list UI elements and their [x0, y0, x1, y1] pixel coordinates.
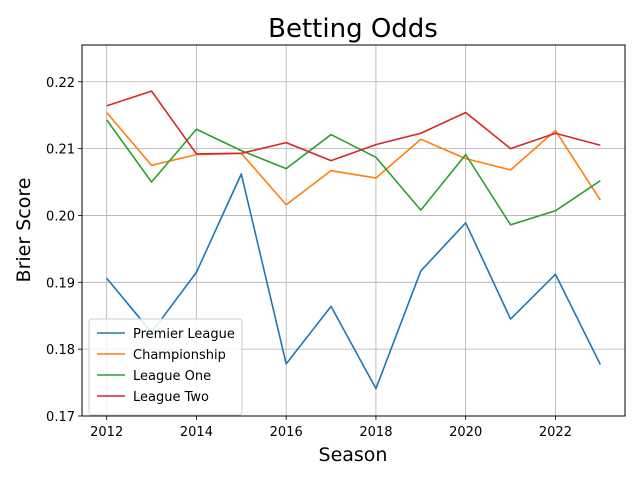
series-line-3 [106, 90, 601, 162]
y-axis-title: Brier Score [13, 178, 35, 283]
legend: Premier League Championship League One Leag… [88, 318, 243, 416]
x-tick-label: 2012 [90, 425, 123, 440]
series-line-0 [106, 173, 602, 390]
legend-label-2: League One [133, 369, 211, 384]
legend-label-0: Premier League [133, 327, 235, 342]
plot-frame [81, 44, 626, 417]
series-line-1 [106, 112, 601, 206]
x-tick-label: 2014 [180, 425, 213, 440]
y-tick-label: 0.18 [46, 343, 75, 358]
y-tick-label: 0.19 [46, 276, 75, 291]
chart-title: Betting Odds [268, 14, 438, 44]
legend-label-3: League Two [133, 390, 209, 405]
x-tick-label: 2018 [359, 425, 392, 440]
x-axis-title: Season [319, 444, 388, 466]
legend-box [88, 318, 243, 416]
axis-ticks: 2012 2014 2016 2018 2020 2022 0.17 0.18 0.19 0.20… [46, 76, 572, 440]
series-lines [106, 90, 602, 390]
x-tick-label: 2022 [539, 425, 572, 440]
y-tick-label: 0.22 [46, 76, 75, 91]
y-tick-label: 0.21 [46, 143, 75, 158]
x-tick-label: 2016 [270, 425, 303, 440]
y-tick-label: 0.20 [46, 209, 75, 224]
legend-label-1: Championship [133, 348, 226, 363]
x-tick-label: 2020 [449, 425, 482, 440]
y-tick-label: 0.17 [46, 410, 75, 425]
series-line-2 [106, 119, 601, 226]
